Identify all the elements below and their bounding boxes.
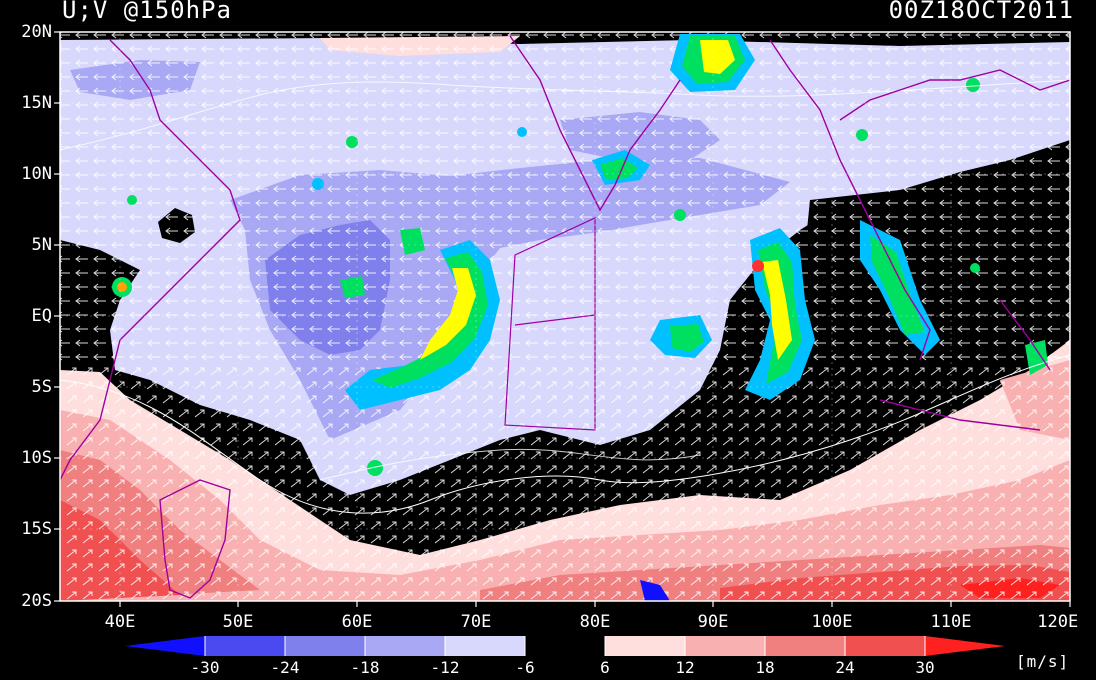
colorbar-segment	[285, 636, 365, 656]
colorbar-segment	[525, 636, 605, 656]
lon-label-70e: 70E	[460, 612, 492, 632]
colorbar-segment	[845, 636, 925, 656]
colorbar-label: 30	[915, 658, 935, 677]
lat-label-5s: 5S	[31, 377, 52, 397]
colorbar-segment	[365, 636, 445, 656]
colorbar-label: 6	[600, 658, 610, 677]
lon-label-110e: 110E	[930, 612, 972, 632]
lon-label-50e: 50E	[222, 612, 254, 632]
lat-label-20s: 20S	[21, 591, 52, 611]
lat-label-20n: 20N	[21, 22, 52, 42]
colorbar-units: [m/s]	[1016, 652, 1070, 671]
map-title: U;V @150hPa	[62, 0, 232, 24]
colorbar-label: 24	[835, 658, 855, 677]
colorbar-label: -6	[515, 658, 535, 677]
map-datetime: 00Z18OCT2011	[888, 0, 1074, 24]
lat-label-5n: 5N	[31, 235, 52, 255]
colorbar-legend	[125, 636, 1005, 656]
lat-label-10s: 10S	[21, 448, 52, 468]
colorbar-label: 18	[755, 658, 775, 677]
colorbar-segment	[205, 636, 285, 656]
colorbar-segment	[925, 636, 1005, 656]
colorbar-label: -30	[190, 658, 220, 677]
colorbar-label: -24	[270, 658, 300, 677]
colorbar-segment	[685, 636, 765, 656]
lat-label-eq: EQ	[31, 306, 52, 326]
lat-label-10n: 10N	[21, 164, 52, 184]
lon-label-90e: 90E	[697, 612, 729, 632]
lon-label-100e: 100E	[811, 612, 853, 632]
colorbar-label: -12	[430, 658, 460, 677]
colorbar-segment	[125, 636, 205, 656]
lon-label-80e: 80E	[579, 612, 611, 632]
colorbar-label: 12	[675, 658, 695, 677]
lon-label-60e: 60E	[341, 612, 373, 632]
lat-label-15s: 15S	[21, 519, 52, 539]
colorbar-segment	[605, 636, 685, 656]
map-field	[60, 32, 1070, 601]
colorbar-segment	[445, 636, 525, 656]
colorbar-label: -18	[350, 658, 380, 677]
lon-label-40e: 40E	[104, 612, 136, 632]
colorbar-segment	[765, 636, 845, 656]
lat-label-15n: 15N	[21, 93, 52, 113]
lon-label-120e: 120E	[1037, 612, 1079, 632]
